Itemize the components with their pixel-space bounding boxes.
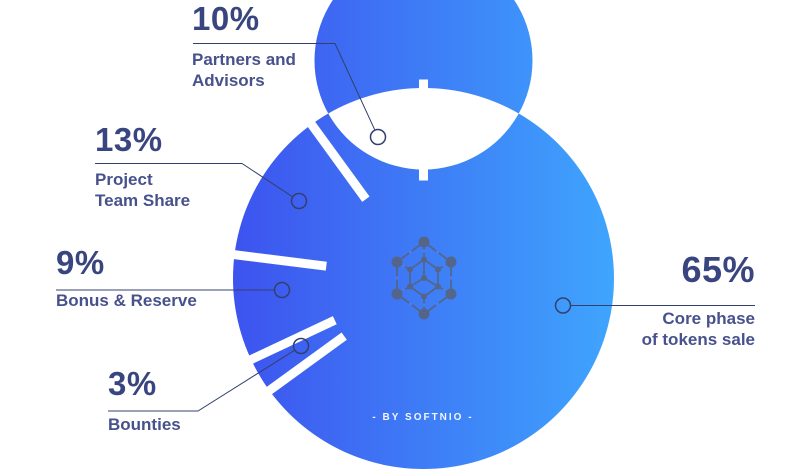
segment-label: Bonus & Reserve xyxy=(56,291,197,310)
marker-bonus-reserve xyxy=(273,281,291,299)
percent-value: 10% xyxy=(192,0,260,37)
leader-line-project-team xyxy=(95,163,293,198)
byline-text: - BY SOFTNIO - xyxy=(372,412,474,423)
blockchain-hexagon-icon xyxy=(391,236,457,320)
segment-label: Core phase of tokens sale xyxy=(641,309,755,349)
callout-bounties: 3% Bounties xyxy=(108,367,181,435)
callout-partners-advisors: 10% Partners and Advisors xyxy=(192,2,296,91)
marker-project-team xyxy=(290,192,308,210)
marker-bounties xyxy=(292,337,310,355)
segment-separator xyxy=(259,332,347,400)
segment-separator xyxy=(225,249,327,271)
segment-separator xyxy=(302,114,370,202)
callout-core-phase: 65% Core phase of tokens sale xyxy=(642,251,755,350)
hexagon-nodes xyxy=(391,236,457,320)
leader-line-partners xyxy=(193,43,376,130)
percent-value: 9% xyxy=(56,244,105,281)
segment-label: Project Team Share xyxy=(95,170,191,210)
segment-label: Partners and Advisors xyxy=(192,50,296,90)
circuit-dots xyxy=(395,249,453,307)
callout-bonus-reserve: 9% Bonus & Reserve xyxy=(56,246,197,311)
leader-line-bounties xyxy=(108,349,295,412)
marker-partners xyxy=(369,128,387,146)
segment-label: Bounties xyxy=(108,415,181,434)
percent-value: 13% xyxy=(95,121,163,158)
segment-separator xyxy=(241,316,337,368)
percent-value: 65% xyxy=(681,249,755,290)
percent-value: 3% xyxy=(108,365,157,402)
callout-project-team-share: 13% Project Team Share xyxy=(95,123,190,211)
marker-core-phase xyxy=(554,297,572,314)
